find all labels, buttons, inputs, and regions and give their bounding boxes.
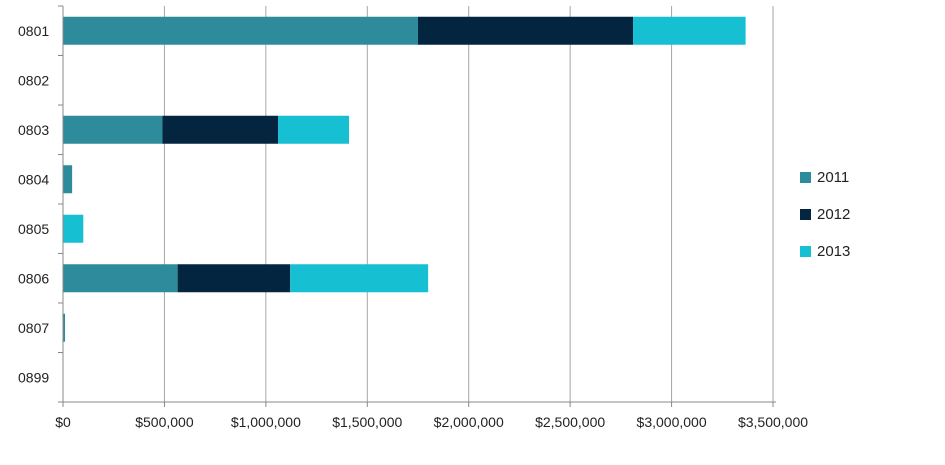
x-tick-label: $1,000,000 [231, 414, 301, 430]
legend-swatch [800, 246, 811, 257]
x-tick-label: $2,000,000 [434, 414, 504, 430]
bars [63, 16, 746, 342]
tick-labels: $0 $500,000 $1,000,000 $1,500,000 $2,000,000… [18, 23, 808, 430]
legend-label: 2012 [817, 206, 851, 223]
y-tick-label: 0802 [18, 72, 49, 88]
y-tick-label: 0899 [18, 369, 49, 385]
bar-segment-2011-0807 [63, 313, 66, 342]
x-tick-label: $500,000 [135, 414, 194, 430]
x-tick-label: $2,500,000 [535, 414, 605, 430]
grid-lines [163, 6, 774, 402]
x-tick-label: $3,500,000 [738, 414, 808, 430]
bar-segment-2013-0806 [290, 264, 429, 293]
y-tick-label: 0801 [18, 23, 49, 39]
bar-segment-2011-0806 [63, 264, 178, 293]
legend-label: 2013 [817, 243, 851, 260]
bar-segment-2013-0805 [63, 214, 84, 243]
y-tick-label: 0804 [18, 171, 49, 187]
y-tick-label: 0805 [18, 221, 49, 237]
legend-item-2012: 2012 [800, 205, 850, 224]
legend-label: 2011 [817, 169, 850, 186]
x-tick-label: $3,000,000 [637, 414, 707, 430]
bar-segment-2011-0803 [63, 115, 163, 144]
legend: 2011 2012 2013 [800, 168, 850, 279]
legend-item-2013: 2013 [800, 242, 850, 261]
legend-swatch [800, 209, 811, 220]
axes [58, 5, 776, 407]
y-tick-label: 0806 [18, 270, 49, 286]
legend-item-2011: 2011 [800, 168, 850, 187]
y-tick-label: 0807 [18, 320, 49, 336]
bar-segment-2012-0801 [418, 16, 634, 45]
bar-segment-2011-0801 [63, 16, 418, 45]
bar-segment-2012-0803 [162, 115, 279, 144]
bar-segment-2013-0801 [633, 16, 746, 45]
x-tick-label: $0 [55, 414, 71, 430]
bar-segment-2012-0806 [177, 264, 291, 293]
y-tick-label: 0803 [18, 122, 49, 138]
bar-segment-2011-0804 [63, 165, 73, 194]
x-tick-label: $1,500,000 [332, 414, 402, 430]
bar-segment-2013-0803 [278, 115, 350, 144]
legend-swatch [800, 172, 811, 183]
